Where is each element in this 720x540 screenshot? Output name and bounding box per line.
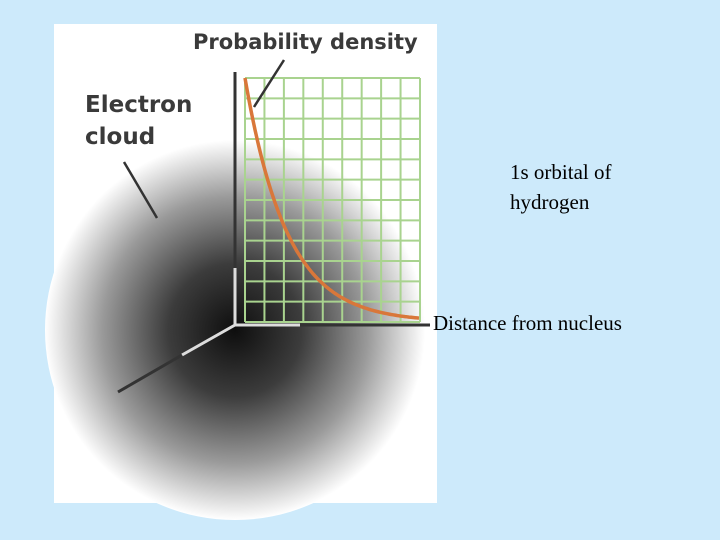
electron-cloud-label: cloud xyxy=(85,124,155,150)
density-curve xyxy=(243,77,420,320)
depth-axis xyxy=(117,353,183,394)
depth-axis-light xyxy=(181,323,236,357)
leader-line xyxy=(252,59,286,108)
electron-cloud-label: Electron xyxy=(85,92,192,118)
electron-cloud xyxy=(45,140,425,520)
orbital-label: 1s orbital of xyxy=(510,160,611,184)
leader-line xyxy=(122,161,159,219)
distance-label: Distance from nucleus xyxy=(433,311,622,335)
probability-density-label: Probability density xyxy=(193,30,418,54)
orbital-label: hydrogen xyxy=(510,190,590,214)
